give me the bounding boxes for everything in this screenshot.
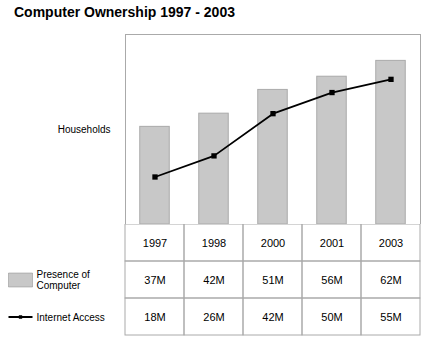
svg-text:1997: 1997 (143, 237, 167, 249)
svg-text:1998: 1998 (202, 237, 226, 249)
svg-text:Internet Access: Internet Access (37, 312, 105, 323)
svg-text:42M: 42M (203, 274, 224, 286)
svg-text:2000: 2000 (261, 237, 285, 249)
svg-text:56M: 56M (321, 274, 342, 286)
svg-text:55M: 55M (380, 311, 401, 323)
svg-text:Presence ofComputer: Presence ofComputer (37, 269, 91, 291)
svg-text:50M: 50M (321, 311, 342, 323)
svg-text:37M: 37M (144, 274, 165, 286)
svg-text:62M: 62M (380, 274, 401, 286)
svg-text:26M: 26M (203, 311, 224, 323)
svg-text:51M: 51M (262, 274, 283, 286)
svg-text:2003: 2003 (379, 237, 403, 249)
svg-text:Households: Households (58, 124, 111, 135)
svg-text:42M: 42M (262, 311, 283, 323)
svg-text:18M: 18M (144, 311, 165, 323)
svg-text:2001: 2001 (320, 237, 344, 249)
html-text:Computer Ownership 1997 - 2003: Computer Ownership 1997 - 2003 (14, 4, 235, 20)
